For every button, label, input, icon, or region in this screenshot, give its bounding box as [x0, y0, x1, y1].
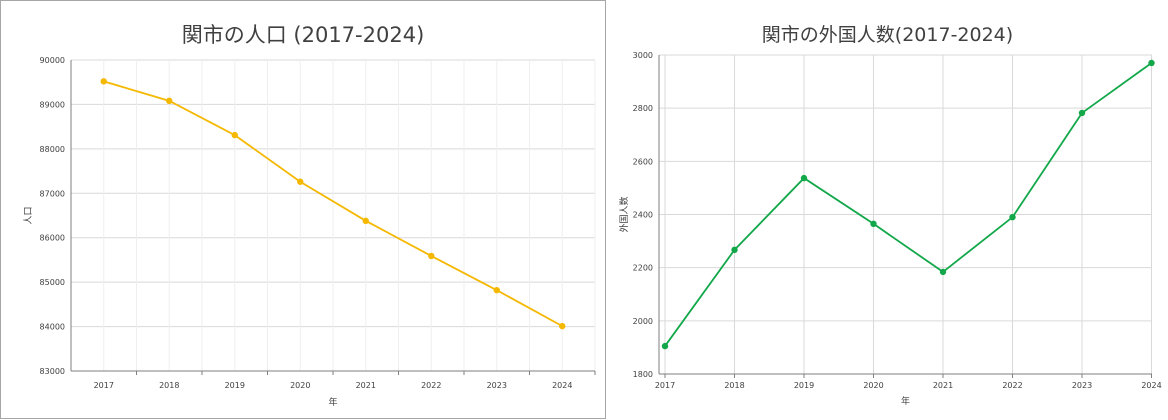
data-point — [493, 286, 500, 294]
chart-title: 関市の外国人数(2017-2024) — [761, 24, 1014, 46]
y-tick-label: 2600 — [633, 157, 653, 166]
series-line — [664, 62, 1153, 347]
data-point — [428, 252, 435, 260]
data-point — [362, 217, 369, 225]
y-axis-title: 外国人数 — [618, 196, 630, 232]
y-tick-label: 1800 — [633, 370, 653, 379]
x-tick-label: 2017 — [94, 381, 114, 390]
data-point — [166, 97, 173, 105]
y-axis-title: 人口 — [23, 206, 34, 224]
x-axis-title: 年 — [901, 395, 910, 407]
data-point — [800, 174, 808, 182]
x-tick-label: 2022 — [1002, 381, 1022, 390]
x-tick-label: 2021 — [356, 381, 376, 390]
data-point — [939, 268, 947, 276]
y-tick-label: 3000 — [633, 51, 653, 60]
x-tick-label: 2021 — [933, 381, 953, 390]
y-tick-label: 87000 — [40, 189, 65, 198]
data-point — [297, 178, 304, 185]
y-tick-label: 88000 — [40, 145, 65, 154]
data-point — [661, 342, 669, 350]
y-tick-label: 86000 — [40, 234, 65, 243]
x-tick-label: 2017 — [655, 381, 675, 390]
x-tick-label: 2018 — [159, 381, 179, 390]
y-tick-label: 89000 — [40, 100, 65, 109]
y-tick-label: 84000 — [40, 323, 65, 332]
series-line — [103, 80, 563, 327]
x-tick-label: 2019 — [794, 381, 814, 390]
x-tick-label: 2020 — [290, 381, 310, 390]
x-axis-title: 年 — [328, 396, 337, 408]
data-point — [1078, 109, 1086, 117]
data-point — [231, 131, 238, 139]
y-tick-label: 2400 — [633, 211, 653, 220]
data-point — [1148, 59, 1155, 67]
data-point — [870, 220, 877, 228]
x-tick-label: 2024 — [552, 381, 572, 390]
y-tick-label: 83000 — [40, 367, 65, 376]
population-chart: 83000 84000 85000 86000 87000 88000 89000 90000… — [23, 56, 596, 408]
y-tick-label: 2800 — [633, 104, 653, 113]
foreigners-chart: 1800 2000 2200 2400 2600 2800 3000 2017 2018 2019… — [618, 51, 1162, 407]
x-tick-label: 2022 — [421, 381, 441, 390]
chart-title: 関市の人口 (2017-2024) — [181, 23, 425, 47]
x-tick-label: 2019 — [225, 381, 245, 390]
x-tick-label: 2023 — [1072, 381, 1092, 390]
data-point — [100, 78, 107, 85]
foreigners-chart-panel: 関市の外国人数(2017-2024) 1800 2000 2200 2400 2600 2… — [607, 0, 1168, 419]
x-tick-label: 2020 — [863, 381, 883, 390]
y-tick-label: 90000 — [40, 56, 65, 65]
y-tick-label: 2200 — [633, 264, 653, 273]
y-tick-label: 2000 — [633, 317, 653, 326]
x-tick-label: 2023 — [487, 381, 507, 390]
population-chart-panel: 関市の人口 (2017-2024) 83000 84000 85000 86000 87… — [0, 0, 606, 419]
y-tick-label: 85000 — [40, 278, 65, 287]
data-point — [1009, 213, 1016, 221]
data-point — [731, 246, 738, 254]
data-point — [559, 322, 566, 330]
x-tick-label: 2018 — [724, 381, 744, 390]
x-tick-label: 2024 — [1141, 381, 1161, 390]
